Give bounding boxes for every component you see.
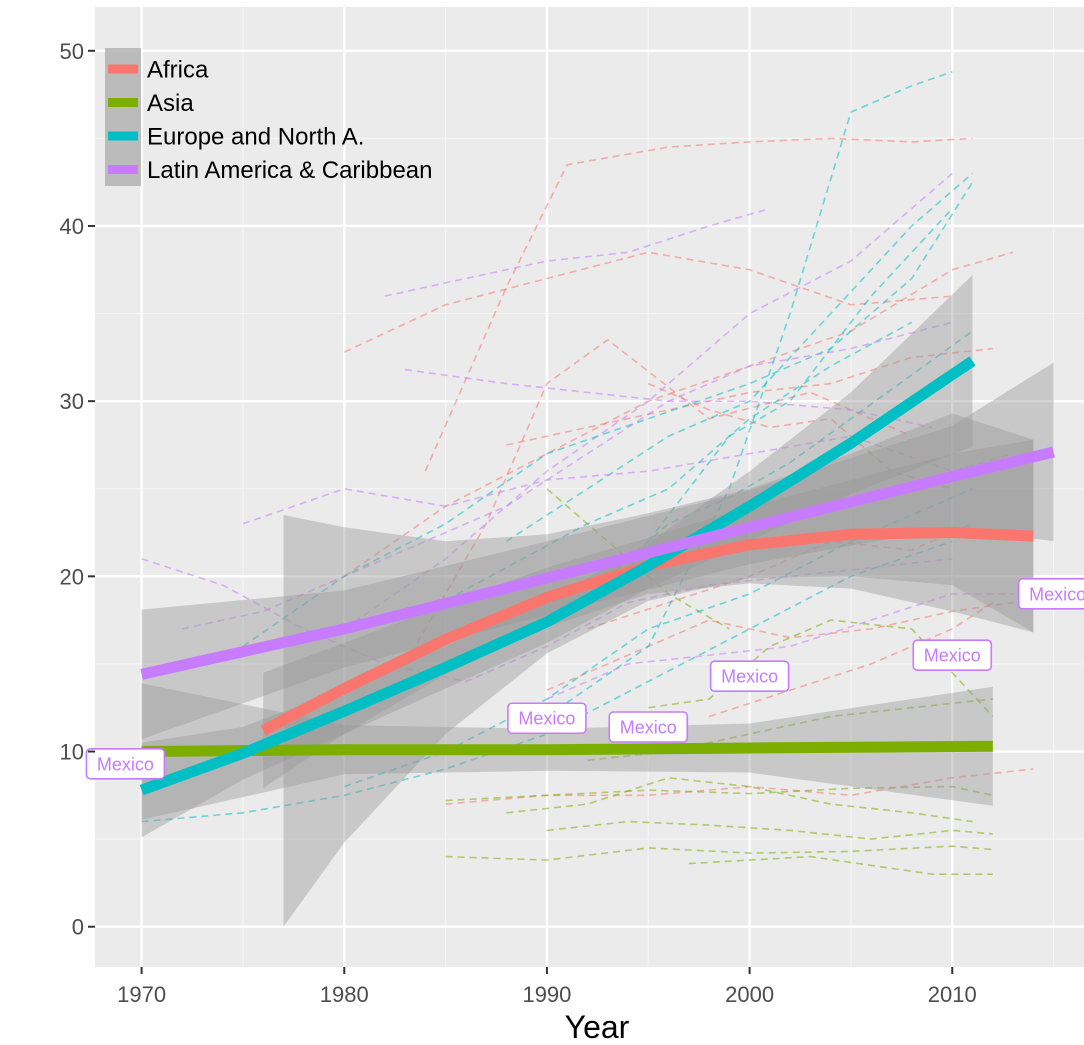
legend: Africa Asia Europe and North A. Latin Ameri… — [105, 48, 433, 186]
country-line — [647, 207, 953, 542]
x-tick-label: 1990 — [522, 982, 571, 1007]
country-line — [587, 698, 993, 762]
country-line — [384, 207, 771, 297]
trend-line — [141, 740, 993, 757]
trend-lines — [139, 356, 1055, 796]
country-line — [708, 601, 994, 718]
trend-line — [139, 356, 976, 796]
annotation-label: Mexico — [518, 709, 575, 729]
legend-label: Asia — [147, 90, 194, 117]
mexico-annotations: Mexico Mexico Mexico Mexico Mexico Mexico — [85, 578, 1084, 780]
annotation-label: Mexico — [1029, 584, 1084, 604]
confidence-band — [141, 362, 1054, 740]
country-line — [141, 540, 953, 823]
y-tick-label: 0 — [72, 915, 84, 940]
country-line — [445, 785, 993, 802]
country-line — [546, 820, 993, 840]
y-tick-label: 20 — [60, 564, 84, 589]
x-axis-title: Year — [565, 1009, 630, 1045]
annotation-label-box — [507, 702, 587, 735]
y-tick-label: 40 — [60, 214, 84, 239]
country-dashed-lines — [141, 71, 1034, 876]
country-line — [344, 488, 973, 788]
country-line — [648, 619, 994, 718]
confidence-band — [141, 275, 973, 838]
y-axis: 0 10 20 30 40 50 — [60, 39, 95, 940]
legend-label: Latin America & Caribbean — [147, 157, 433, 184]
country-line — [141, 558, 953, 683]
x-tick-label: 2010 — [928, 982, 977, 1007]
country-line — [546, 601, 1014, 691]
confidence-band-africa — [283, 413, 1034, 927]
annotation-label-box — [709, 660, 790, 692]
country-line — [647, 382, 953, 490]
country-line — [343, 172, 953, 630]
country-line — [546, 71, 953, 718]
annotation-label: Mexico — [620, 718, 677, 738]
legend-label: Europe and North A. — [147, 124, 364, 151]
country-line — [587, 523, 973, 630]
country-line — [343, 251, 953, 353]
country-line — [424, 137, 973, 472]
country-line — [505, 172, 974, 542]
country-line — [445, 845, 993, 861]
annotation-label: Mexico — [721, 667, 778, 687]
country-line — [242, 181, 974, 648]
country-line — [688, 855, 993, 876]
country-line — [546, 593, 1014, 700]
annotation-label-box — [912, 639, 993, 671]
annotation-label: Mexico — [97, 754, 154, 774]
annotation-label: Mexico — [924, 646, 981, 666]
confidence-band — [263, 439, 1034, 789]
annotation-label-box — [85, 747, 166, 780]
x-axis: 1970 1980 1990 2000 2010 — [117, 967, 977, 1007]
country-line — [506, 776, 973, 823]
trend-line — [140, 446, 1055, 680]
country-line — [607, 330, 973, 577]
y-tick-label: 10 — [60, 740, 84, 765]
legend-label: Africa — [147, 57, 209, 84]
x-tick-label: 1980 — [320, 982, 369, 1007]
y-tick-label: 50 — [60, 39, 84, 64]
country-line — [404, 368, 933, 429]
y-tick-label: 30 — [60, 389, 84, 414]
country-line — [404, 338, 913, 665]
country-line — [343, 251, 1014, 577]
annotation-label-box — [608, 711, 689, 743]
annotation-label-box — [1017, 578, 1084, 610]
x-tick-label: 1970 — [117, 982, 166, 1007]
x-tick-label: 2000 — [725, 982, 774, 1007]
